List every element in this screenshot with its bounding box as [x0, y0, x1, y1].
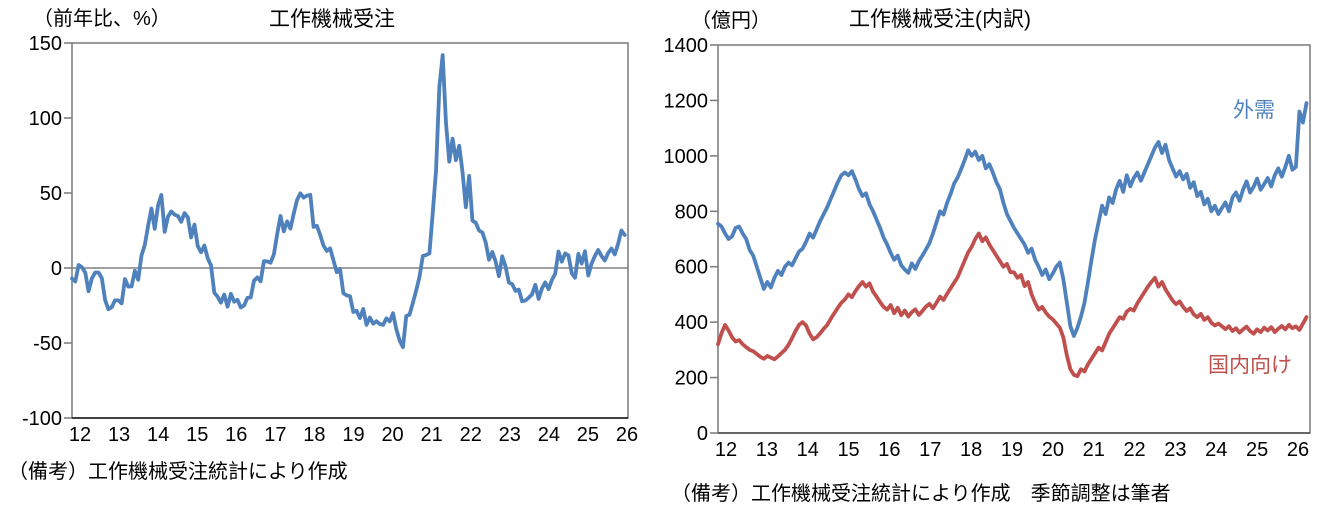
series-line-工作機械受注（前年比）: [70, 53, 627, 350]
x-tick-label: 17: [919, 439, 941, 461]
y-tick-label: 1000: [664, 146, 709, 168]
x-tick-label: 20: [381, 424, 403, 446]
x-tick-label: 23: [499, 424, 521, 446]
series-line-国内向け: [716, 231, 1309, 379]
y-tick-label: 200: [675, 368, 708, 390]
x-tick-label: 22: [1123, 439, 1145, 461]
x-tick-label: 20: [1042, 439, 1064, 461]
x-tick-label: 13: [756, 439, 778, 461]
y-tick-label: 600: [675, 257, 708, 279]
legend-label-domestic: 国内向け: [1208, 354, 1292, 377]
x-tick-label: 17: [264, 424, 286, 446]
x-tick-label: 23: [1164, 439, 1186, 461]
right-y-axis-unit-label: （億円）: [691, 10, 771, 32]
x-tick-label: 25: [1246, 439, 1268, 461]
x-tick-label: 14: [797, 439, 819, 461]
x-tick-label: 25: [577, 424, 599, 446]
x-tick-label: 19: [1001, 439, 1023, 461]
x-tick-label: 15: [186, 424, 208, 446]
x-tick-label: 12: [715, 439, 737, 461]
x-tick-label: 26: [1287, 439, 1309, 461]
right-chart-footnote: （備考）工作機械受注統計により作成 季節調整は筆者: [671, 483, 1171, 505]
x-tick-label: 21: [1083, 439, 1105, 461]
x-tick-label: 19: [342, 424, 364, 446]
x-tick-label: 24: [538, 424, 560, 446]
x-tick-label: 14: [147, 424, 169, 446]
x-tick-label: 15: [837, 439, 859, 461]
y-tick-label: 150: [29, 33, 62, 55]
x-tick-label: 12: [69, 424, 91, 446]
x-tick-label: 22: [460, 424, 482, 446]
x-tick-label: 16: [878, 439, 900, 461]
x-tick-label: 18: [303, 424, 325, 446]
x-tick-label: 26: [616, 424, 638, 446]
x-tick-label: 16: [225, 424, 247, 446]
y-tick-label: 1400: [664, 35, 709, 57]
right-chart-title: 工作機械受注(内訳): [849, 8, 1031, 31]
left-chart-title: 工作機械受注: [269, 8, 395, 31]
y-tick-label: 50: [40, 183, 62, 205]
left-y-axis-unit-label: （前年比、%）: [33, 8, 171, 30]
legend-label-foreign-demand: 外需: [1233, 99, 1275, 122]
series-line-外需: [716, 101, 1309, 338]
left-chart-footnote: （備考）工作機械受注統計により作成: [8, 461, 348, 483]
x-tick-label: 21: [421, 424, 443, 446]
y-tick-label: 400: [675, 312, 708, 334]
y-tick-label: 0: [697, 423, 708, 445]
y-tick-label: 100: [29, 108, 62, 130]
y-tick-label: 800: [675, 201, 708, 223]
y-tick-label: -50: [33, 333, 62, 355]
x-tick-label: 18: [960, 439, 982, 461]
x-tick-label: 13: [108, 424, 130, 446]
y-tick-label: -100: [22, 408, 62, 430]
y-tick-label: 1200: [664, 90, 709, 112]
x-tick-label: 24: [1205, 439, 1227, 461]
y-tick-label: 0: [51, 258, 62, 280]
